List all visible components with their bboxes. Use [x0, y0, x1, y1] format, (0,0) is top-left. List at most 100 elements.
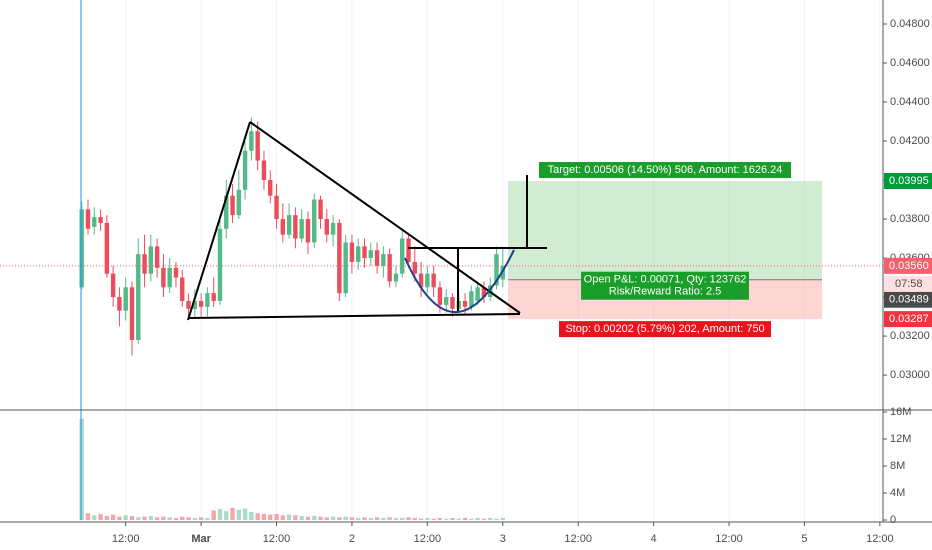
volume-bar [312, 515, 317, 520]
volume-bar [198, 517, 204, 520]
candle-body [123, 287, 128, 311]
candle-body [343, 242, 348, 294]
volume-bar [148, 515, 154, 520]
price-tag-label: 0.03560 [889, 260, 929, 272]
candle-body [418, 273, 424, 288]
volume-bar [368, 517, 373, 520]
stop-label: Stop: 0.00202 (5.79%) 202, Amount: 750 [565, 323, 764, 335]
volume-bar [318, 516, 323, 520]
volume-bar [481, 518, 487, 520]
trend-line [187, 121, 251, 321]
trend-line [249, 121, 521, 314]
volume-bar [274, 513, 279, 520]
y-tick-label: 16M [890, 406, 911, 418]
y-tick-label: 0.04800 [890, 18, 930, 30]
volume-bar [456, 518, 461, 520]
candle-body [374, 250, 380, 266]
volume-bar [280, 515, 286, 520]
volume-bar [387, 517, 392, 520]
candle-body [154, 246, 160, 268]
volume-bar [406, 517, 411, 520]
x-tick-label: 12:00 [866, 533, 894, 545]
candle-body [148, 246, 154, 274]
volume-bar [167, 517, 172, 520]
candle-body [268, 180, 273, 196]
candle-body [205, 293, 210, 307]
volume-bar [180, 516, 185, 520]
drawings [187, 121, 547, 321]
target-zone [508, 181, 822, 280]
candle-body [79, 209, 84, 288]
candle-body [249, 131, 254, 151]
candle-body [129, 287, 135, 340]
candle-body [167, 267, 172, 288]
volume-bar [129, 515, 135, 520]
pnl-box [581, 271, 749, 300]
volume-bar [393, 517, 399, 520]
candle-body [305, 219, 311, 243]
x-tick-label: 12:00 [715, 533, 743, 545]
candle-body [393, 273, 399, 282]
x-tick-label: 12:00 [112, 533, 140, 545]
y-tick-label: 12M [890, 433, 911, 445]
y-tick-label: 0.03200 [890, 330, 930, 342]
candle-body [356, 246, 361, 262]
candle-body [136, 254, 141, 340]
y-tick-label: 8M [890, 460, 905, 472]
target-label: Target: 0.00506 (14.50%) 506, Amount: 16… [548, 164, 783, 176]
volume-bar [437, 517, 443, 520]
volume-bar [104, 515, 110, 520]
pnl-label: Open P&L: 0.00071, Qty: 123762 [584, 274, 747, 286]
price-tag-label: 0.03287 [889, 313, 929, 325]
candle-body [481, 287, 487, 298]
candle-body [280, 219, 286, 235]
candle-body [186, 300, 191, 309]
candle-body [462, 300, 468, 307]
volume-bar [255, 513, 260, 520]
volume-bar [142, 516, 147, 520]
candle-body [324, 219, 330, 235]
candle-body [161, 267, 166, 288]
volume-bar [343, 516, 348, 520]
candle-body [469, 291, 474, 307]
x-tick-label: 12:00 [414, 533, 442, 545]
volume-bar [186, 517, 191, 520]
candle-body [224, 195, 229, 229]
candle-body [312, 199, 317, 243]
candle-body [230, 195, 235, 216]
volume-bar [362, 517, 367, 520]
candle-body [192, 300, 198, 309]
candle-body [330, 222, 336, 235]
candle-body [412, 261, 417, 274]
y-tick-label: 0.03800 [890, 213, 930, 225]
y-tick-label: 0 [890, 514, 896, 526]
candle-body [98, 217, 103, 223]
volume-bar [268, 514, 273, 520]
volume-bar [173, 517, 179, 520]
y-tick-label: 0.04200 [890, 135, 930, 147]
candle-body [444, 297, 449, 305]
volume-bar [494, 518, 499, 520]
candle-body [406, 238, 411, 262]
candle-body [104, 222, 110, 274]
candle-body [255, 131, 260, 161]
candle-body [318, 199, 323, 220]
volume-bar [500, 517, 505, 520]
y-tick-label: 0.04600 [890, 57, 930, 69]
candle-body [368, 250, 373, 259]
candle-body [110, 273, 116, 298]
candle-body [211, 293, 216, 301]
x-tick-label: 12:00 [263, 533, 291, 545]
volume-bar [249, 511, 254, 520]
candle-body [286, 215, 292, 235]
candle-body [437, 287, 443, 305]
price-tag-label: 0.03489 [889, 294, 929, 306]
countdown-tag [884, 275, 932, 292]
volume-bar [98, 513, 103, 520]
candle-body [217, 228, 223, 301]
volume-bar [123, 515, 128, 520]
candle-body [293, 215, 298, 239]
volume-bar [425, 517, 430, 520]
candle-body [425, 273, 430, 288]
volume-bar [431, 518, 436, 520]
